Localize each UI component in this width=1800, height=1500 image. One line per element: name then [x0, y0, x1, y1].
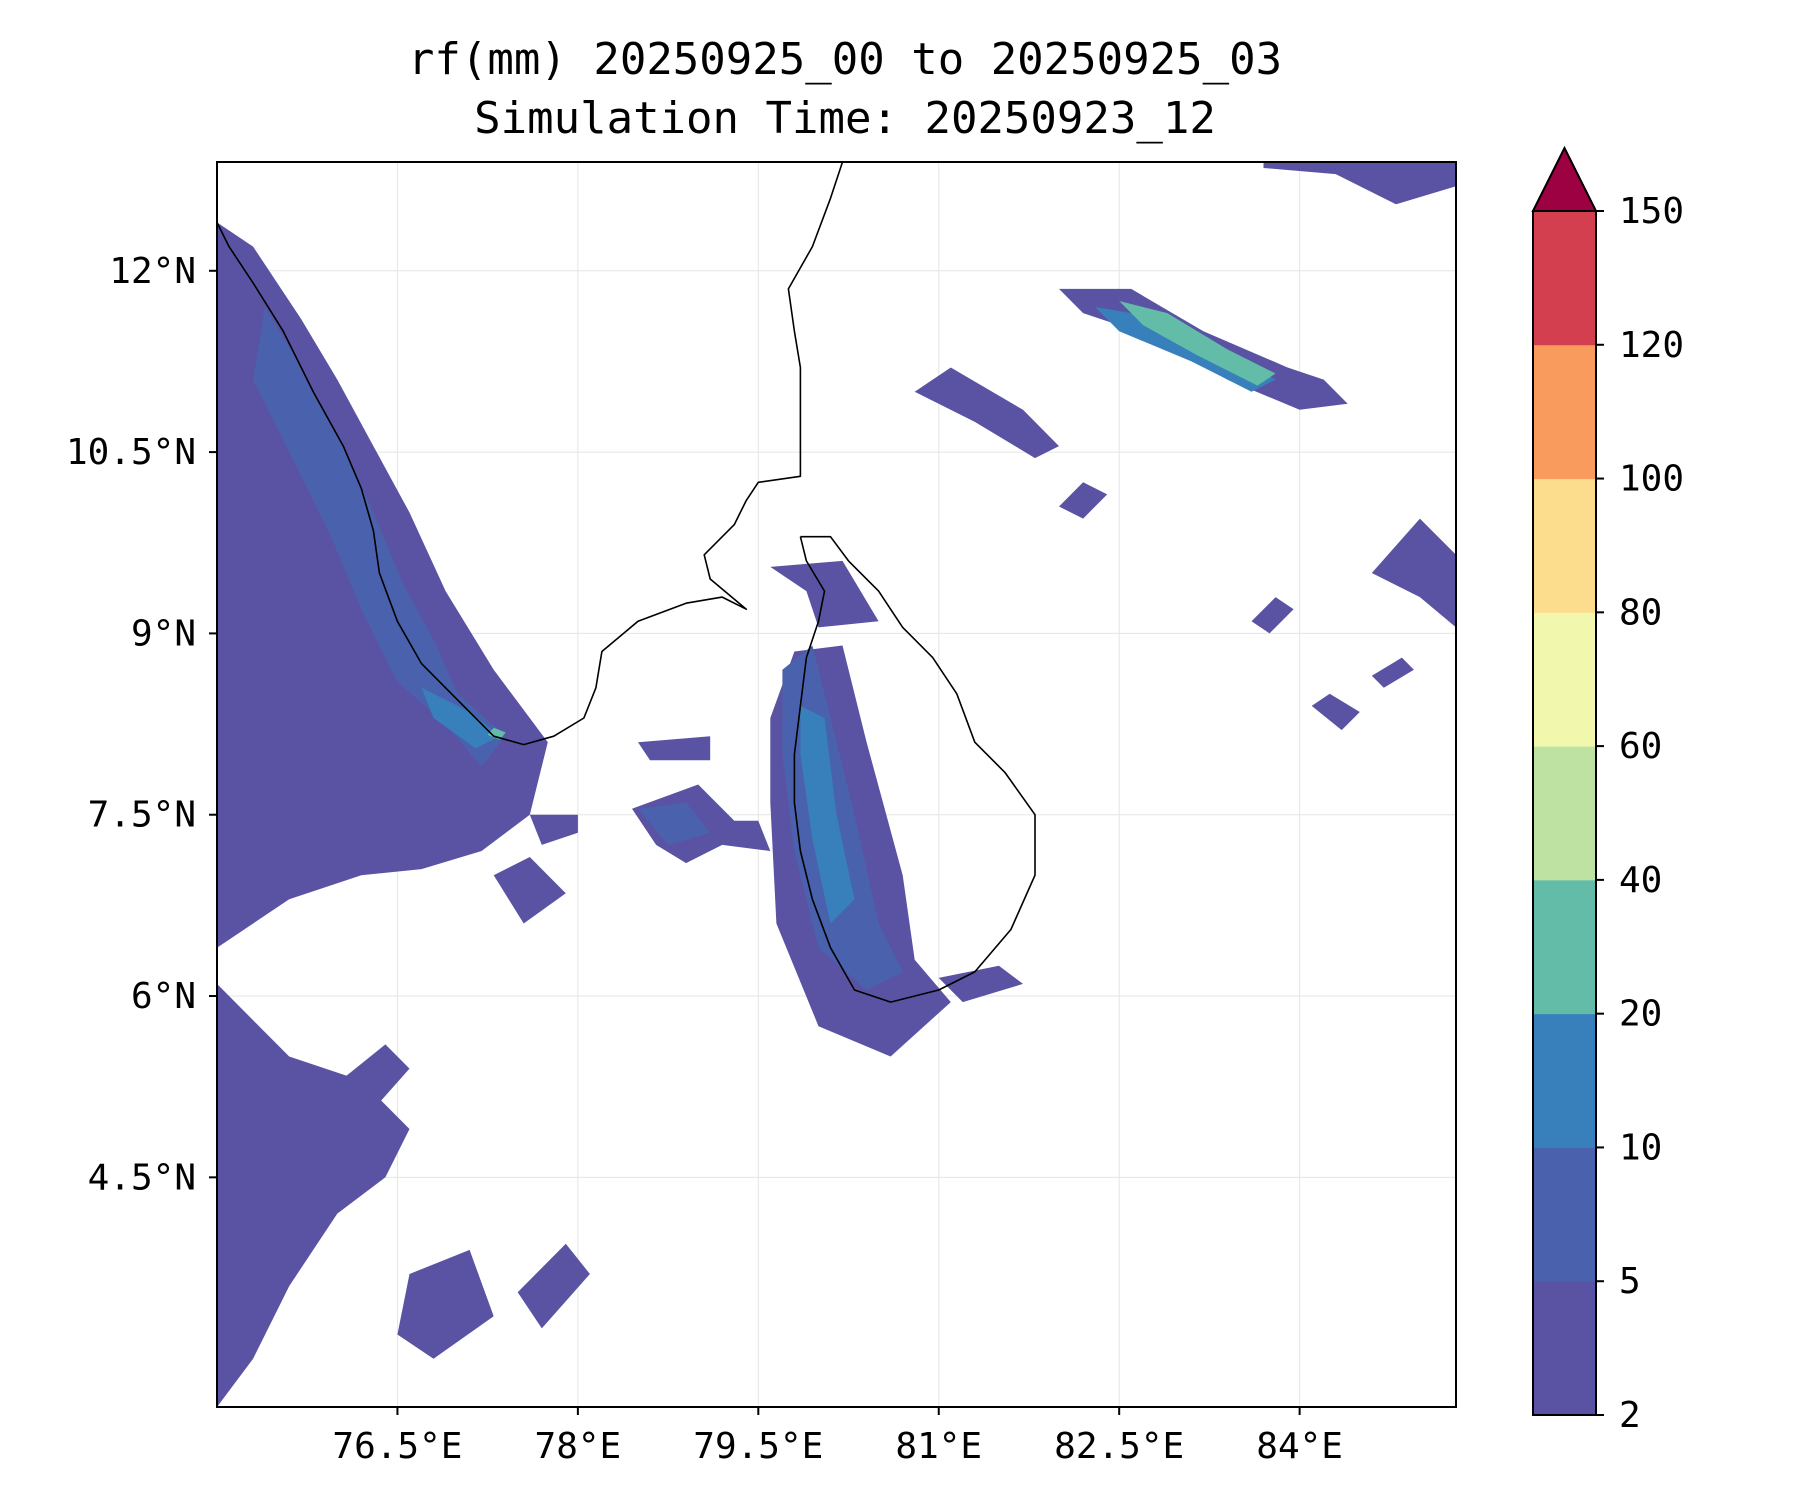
rainfall-region-2-5 — [1311, 693, 1360, 731]
rainfall-region-2-5 — [517, 1243, 590, 1329]
rainfall-region-10-20 — [800, 705, 855, 924]
y-tick-label: 4.5°N — [88, 1157, 196, 1198]
colorbar-segment — [1533, 211, 1596, 346]
coastline-sri-lanka — [793, 535, 1036, 1003]
colorbar-tick-label: 100 — [1619, 459, 1684, 500]
colorbar-tick-label: 5 — [1619, 1261, 1641, 1302]
colorbar-segment — [1533, 1281, 1596, 1416]
rainfall-region-2-5 — [325, 1044, 410, 1123]
colorbar-segment — [1533, 746, 1596, 881]
x-tick-label: 76.5°E — [332, 1426, 462, 1467]
x-tick-label: 84°E — [1256, 1426, 1343, 1467]
map-frame — [216, 161, 1457, 1408]
rainfall-region-20-40 — [1119, 301, 1276, 386]
colorbar-segment — [1533, 344, 1596, 480]
x-tick-label: 82.5°E — [1054, 1426, 1184, 1467]
colorbar-segment — [1533, 1013, 1596, 1148]
rainfall-region-20-40 — [487, 727, 506, 740]
y-axis-ticks: 12°N 10.5°N 9°N 7.5°N 6°N 4.5°N — [66, 251, 217, 1198]
colorbar-tick-label: 150 — [1619, 191, 1684, 232]
y-tick-label: 10.5°N — [66, 432, 196, 473]
x-tick-label: 79.5°E — [693, 1426, 823, 1467]
rainfall-region-2-5 — [493, 857, 566, 924]
colorbar-tick-label: 120 — [1619, 325, 1684, 366]
map-subtitle: Simulation Time: 20250923_12 — [474, 93, 1216, 144]
coastline-india-east — [523, 162, 844, 746]
y-tick-label: 9°N — [131, 613, 196, 654]
rainfall-region-5-10 — [253, 307, 506, 767]
x-tick-label: 78°E — [535, 1426, 622, 1467]
rainfall-region-2-5 — [1251, 597, 1294, 634]
colorbar-tick-label: 80 — [1619, 592, 1662, 633]
colorbar: 2 5 10 20 40 60 80 100 120 150 — [1531, 145, 1684, 1436]
colorbar-tick-label: 20 — [1619, 994, 1662, 1035]
map-title: rf(mm) 20250925_00 to 20250925_03 — [407, 34, 1283, 85]
rainfall-region-2-5 — [638, 736, 711, 761]
colorbar-segment — [1533, 879, 1596, 1015]
colorbar-extend-arrow — [1531, 145, 1598, 212]
rainfall-region-2-5 — [529, 814, 578, 845]
colorbar-segment — [1533, 612, 1596, 747]
rainfall-region-10-20 — [421, 687, 500, 749]
colorbar-tick-label: 60 — [1619, 726, 1662, 767]
x-tick-label: 81°E — [895, 1426, 982, 1467]
colorbar-frame — [1532, 210, 1597, 1416]
colorbar-segment — [1533, 1147, 1596, 1282]
rainfall-region-2-5 — [1263, 162, 1456, 205]
colorbar-tick-label: 2 — [1619, 1395, 1641, 1436]
y-tick-label: 6°N — [131, 976, 196, 1017]
coastlines — [217, 162, 1036, 1003]
rainfall-region-2-5 — [914, 367, 1059, 459]
y-tick-label: 12°N — [109, 251, 196, 292]
rainfall-region-2-5 — [1059, 482, 1108, 519]
rainfall-region-2-5 — [1371, 518, 1456, 628]
y-tick-label: 7.5°N — [88, 795, 196, 836]
x-axis-ticks: 76.5°E 78°E 79.5°E 81°E 82.5°E 84°E — [332, 1407, 1343, 1467]
colorbar-tick-label: 10 — [1619, 1127, 1662, 1168]
rainfall-region-2-5 — [1371, 657, 1414, 688]
colorbar-tick-label: 40 — [1619, 860, 1662, 901]
rainfall-region-5-10 — [638, 802, 711, 845]
rainfall-region-2-5 — [938, 965, 1023, 1003]
coastline-india-west — [217, 222, 524, 746]
colorbar-segment — [1533, 478, 1596, 613]
rainfall-region-2-5 — [397, 1249, 494, 1359]
rainfall-contours — [217, 162, 1456, 1407]
